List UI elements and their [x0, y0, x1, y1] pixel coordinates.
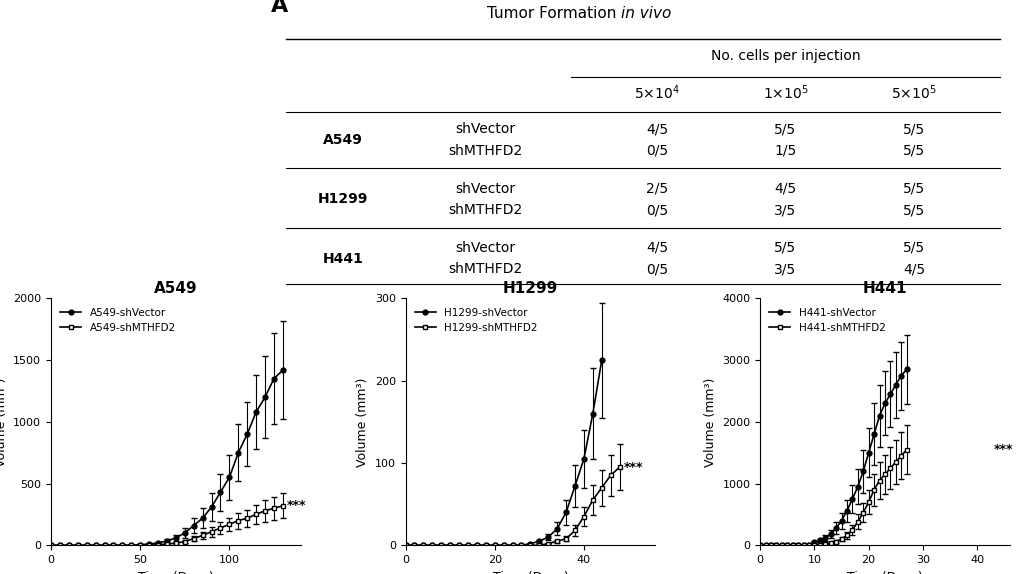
Y-axis label: Volume (mm³): Volume (mm³): [0, 377, 7, 467]
Title: H1299: H1299: [502, 281, 557, 296]
Text: 1/5: 1/5: [773, 144, 796, 158]
Text: A549: A549: [322, 133, 363, 147]
Title: H441: H441: [862, 281, 906, 296]
Text: 2/5: 2/5: [645, 181, 667, 196]
Text: 5/5: 5/5: [902, 241, 924, 255]
Text: shMTHFD2: shMTHFD2: [448, 203, 522, 217]
X-axis label: Time (Days): Time (Days): [492, 571, 568, 574]
X-axis label: Time (Days): Time (Days): [138, 571, 214, 574]
Text: ***: ***: [624, 461, 643, 474]
Text: 0/5: 0/5: [645, 262, 667, 277]
Title: A549: A549: [154, 281, 198, 296]
Text: No. cells per injection: No. cells per injection: [710, 49, 859, 63]
Text: ***: ***: [286, 499, 306, 513]
X-axis label: Time (Days): Time (Days): [846, 571, 922, 574]
Text: $5{\times}10^4$: $5{\times}10^4$: [634, 83, 679, 102]
Legend: H441-shVector, H441-shMTHFD2: H441-shVector, H441-shMTHFD2: [764, 304, 889, 338]
Legend: A549-shVector, A549-shMTHFD2: A549-shVector, A549-shMTHFD2: [56, 304, 179, 338]
Text: ***: ***: [993, 443, 1012, 456]
Text: shMTHFD2: shMTHFD2: [448, 262, 522, 277]
Legend: H1299-shVector, H1299-shMTHFD2: H1299-shVector, H1299-shMTHFD2: [411, 304, 541, 338]
Text: 4/5: 4/5: [773, 181, 796, 196]
Text: shVector: shVector: [455, 241, 515, 255]
Text: 4/5: 4/5: [902, 262, 924, 277]
Text: 3/5: 3/5: [773, 262, 796, 277]
Text: Tumor Formation: Tumor Formation: [486, 6, 621, 21]
Y-axis label: Volume (mm³): Volume (mm³): [703, 377, 716, 467]
Text: 5/5: 5/5: [902, 144, 924, 158]
Text: H441: H441: [322, 251, 363, 266]
Text: A: A: [271, 0, 288, 15]
Text: 5/5: 5/5: [773, 122, 796, 136]
Text: shMTHFD2: shMTHFD2: [448, 144, 522, 158]
Text: 5/5: 5/5: [773, 241, 796, 255]
Text: 5/5: 5/5: [902, 122, 924, 136]
Text: $5{\times}10^5$: $5{\times}10^5$: [891, 83, 935, 102]
Text: 3/5: 3/5: [773, 203, 796, 217]
Text: 4/5: 4/5: [645, 122, 667, 136]
Text: 0/5: 0/5: [645, 203, 667, 217]
Text: H1299: H1299: [317, 192, 368, 206]
Y-axis label: Volume (mm³): Volume (mm³): [356, 377, 369, 467]
Text: 4/5: 4/5: [645, 241, 667, 255]
Text: in vivo: in vivo: [621, 6, 671, 21]
Text: shVector: shVector: [455, 122, 515, 136]
Text: shVector: shVector: [455, 181, 515, 196]
Text: $1{\times}10^5$: $1{\times}10^5$: [762, 83, 807, 102]
Text: 5/5: 5/5: [902, 181, 924, 196]
Text: 0/5: 0/5: [645, 144, 667, 158]
Text: 5/5: 5/5: [902, 203, 924, 217]
